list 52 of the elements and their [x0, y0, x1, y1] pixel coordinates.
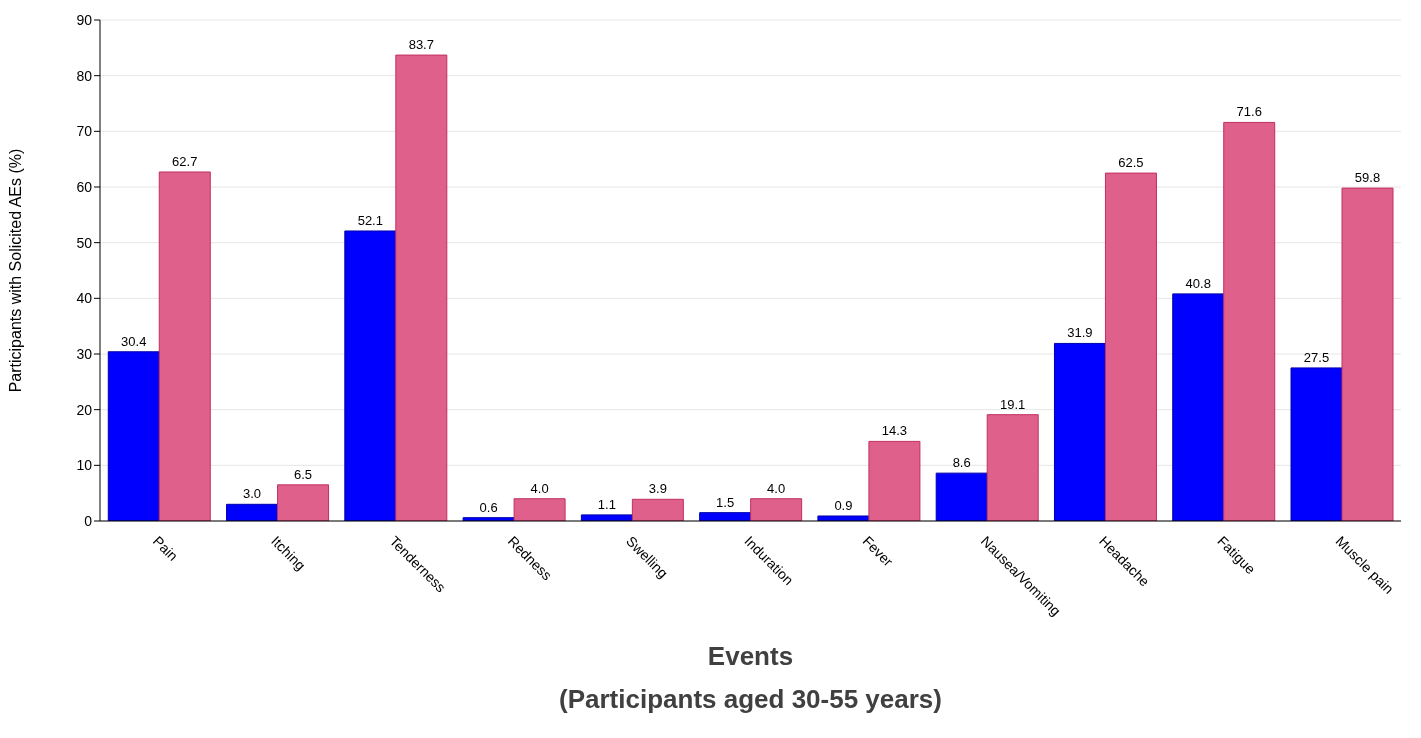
text: 4.0 [767, 480, 786, 496]
bar [868, 440, 921, 521]
text: 6.5 [294, 466, 313, 482]
text: 3.0 [243, 486, 262, 502]
text: 40.8 [1185, 275, 1211, 291]
text: 4.0 [530, 480, 549, 496]
bar [935, 472, 988, 521]
text: 27.5 [1303, 349, 1330, 365]
text: 0.6 [479, 499, 498, 515]
bar [1172, 293, 1225, 521]
text: 71.6 [1236, 104, 1262, 120]
bar [107, 351, 160, 521]
y-tick-label: 60 [76, 178, 93, 195]
text: 52.1 [357, 212, 383, 228]
y-tick-label: 0 [84, 512, 93, 529]
text: 3.9 [648, 481, 667, 497]
bar [158, 171, 211, 521]
text: 59.8 [1354, 170, 1381, 186]
y-tick-label: 70 [76, 123, 93, 140]
text: 62.7 [172, 153, 198, 169]
bar [1290, 367, 1343, 521]
bar [750, 498, 803, 521]
bar [513, 498, 566, 521]
bar [986, 414, 1039, 521]
y-tick-label: 80 [76, 67, 93, 84]
y-tick-label: 40 [76, 290, 93, 307]
bar [1341, 187, 1394, 521]
text: 8.6 [952, 455, 971, 471]
bar [1223, 121, 1276, 521]
bar [631, 498, 684, 521]
text: 30.4 [121, 333, 147, 349]
text: 1.5 [716, 494, 735, 510]
bar [277, 484, 330, 521]
text: 1.1 [597, 496, 616, 512]
bar [344, 230, 397, 521]
y-tick-label: 10 [76, 457, 93, 474]
y-tick-label: 50 [76, 234, 93, 251]
y-axis-title: Participants with Solicited AEs (%) [6, 148, 24, 393]
bar [395, 54, 448, 521]
text: 62.5 [1118, 155, 1144, 171]
text: 31.9 [1067, 325, 1093, 341]
y-tick-label: 90 [76, 11, 93, 28]
bar [1104, 172, 1157, 521]
y-tick-label: 30 [76, 345, 93, 362]
text: 0.9 [834, 497, 853, 513]
bar [1053, 342, 1106, 521]
bar [226, 503, 279, 521]
x-axis-title: Events (Participants aged 30-55 years) [558, 640, 943, 716]
text: 19.1 [1000, 396, 1026, 412]
y-tick-label: 20 [76, 401, 93, 418]
text: 83.7 [408, 37, 434, 53]
text: 14.3 [881, 423, 908, 439]
